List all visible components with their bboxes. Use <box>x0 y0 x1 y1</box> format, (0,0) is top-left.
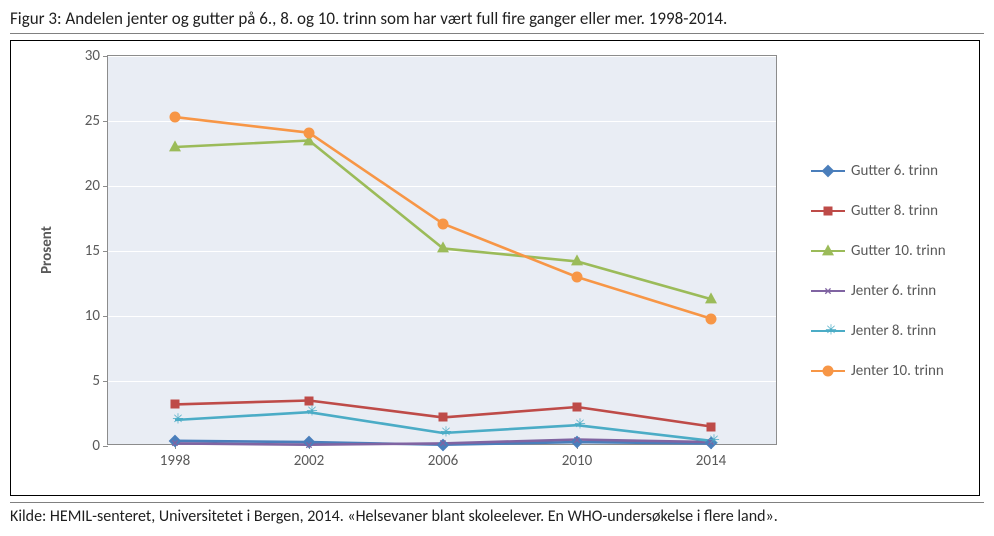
data-marker <box>169 140 181 151</box>
data-marker <box>170 112 181 123</box>
data-marker: ✳ <box>708 431 714 448</box>
data-marker <box>706 313 717 324</box>
source-line: Kilde: HEMIL-senteret, Universitetet i B… <box>10 502 984 526</box>
legend-item: Gutter 6. trinn <box>811 161 946 181</box>
legend-swatch <box>811 210 845 212</box>
data-marker <box>705 292 717 303</box>
legend-label: Jenter 10. trinn <box>851 362 944 380</box>
data-marker <box>571 255 583 266</box>
data-marker <box>437 242 449 253</box>
legend-label: Gutter 10. trinn <box>851 242 946 260</box>
legend-item: Gutter 8. trinn <box>811 201 946 221</box>
data-marker: ✳ <box>306 403 312 420</box>
y-tick-label: 25 <box>85 112 108 130</box>
legend-item: ✳ Jenter 8. trinn <box>811 321 946 341</box>
data-marker <box>304 127 315 138</box>
legend-label: Jenter 8. trinn <box>851 322 936 340</box>
data-marker <box>572 272 583 283</box>
data-marker: × <box>306 436 313 453</box>
data-marker: ✳ <box>440 424 446 441</box>
legend: Gutter 6. trinn Gutter 8. trinn Gutter 10.… <box>811 161 946 401</box>
y-tick-label: 0 <box>92 437 108 455</box>
data-marker: × <box>172 435 179 452</box>
y-tick-label: 20 <box>85 177 108 195</box>
data-marker: ✳ <box>172 411 178 428</box>
data-marker: ✳ <box>574 416 580 433</box>
y-axis-title: Prosent <box>38 226 56 274</box>
data-marker <box>439 413 448 422</box>
data-marker <box>438 218 449 229</box>
legend-label: Gutter 6. trinn <box>851 162 938 180</box>
legend-swatch <box>811 370 845 372</box>
data-marker: × <box>574 431 581 448</box>
data-marker <box>171 400 180 409</box>
legend-item: Jenter 10. trinn <box>811 361 946 381</box>
legend-swatch <box>811 250 845 252</box>
legend-swatch: ✳ <box>811 330 845 332</box>
legend-label: Jenter 6. trinn <box>851 282 936 300</box>
figure-wrap: Figur 3: Andelen jenter og gutter på 6.,… <box>0 0 994 536</box>
y-tick-label: 15 <box>85 242 108 260</box>
y-tick-label: 10 <box>85 307 108 325</box>
legend-swatch: × <box>811 290 845 292</box>
chart-box: Prosent 05101520253019982002200620102014… <box>10 40 980 496</box>
legend-swatch <box>811 170 845 172</box>
legend-item: Gutter 10. trinn <box>811 241 946 261</box>
y-tick-label: 5 <box>92 372 108 390</box>
figure-title: Figur 3: Andelen jenter og gutter på 6.,… <box>10 6 984 34</box>
data-marker <box>573 403 582 412</box>
plot-area: 05101520253019982002200620102014×××××✳✳✳… <box>107 55 777 445</box>
legend-item: × Jenter 6. trinn <box>811 281 946 301</box>
legend-label: Gutter 8. trinn <box>851 202 938 220</box>
data-marker <box>707 422 716 431</box>
y-tick-label: 30 <box>85 47 108 65</box>
